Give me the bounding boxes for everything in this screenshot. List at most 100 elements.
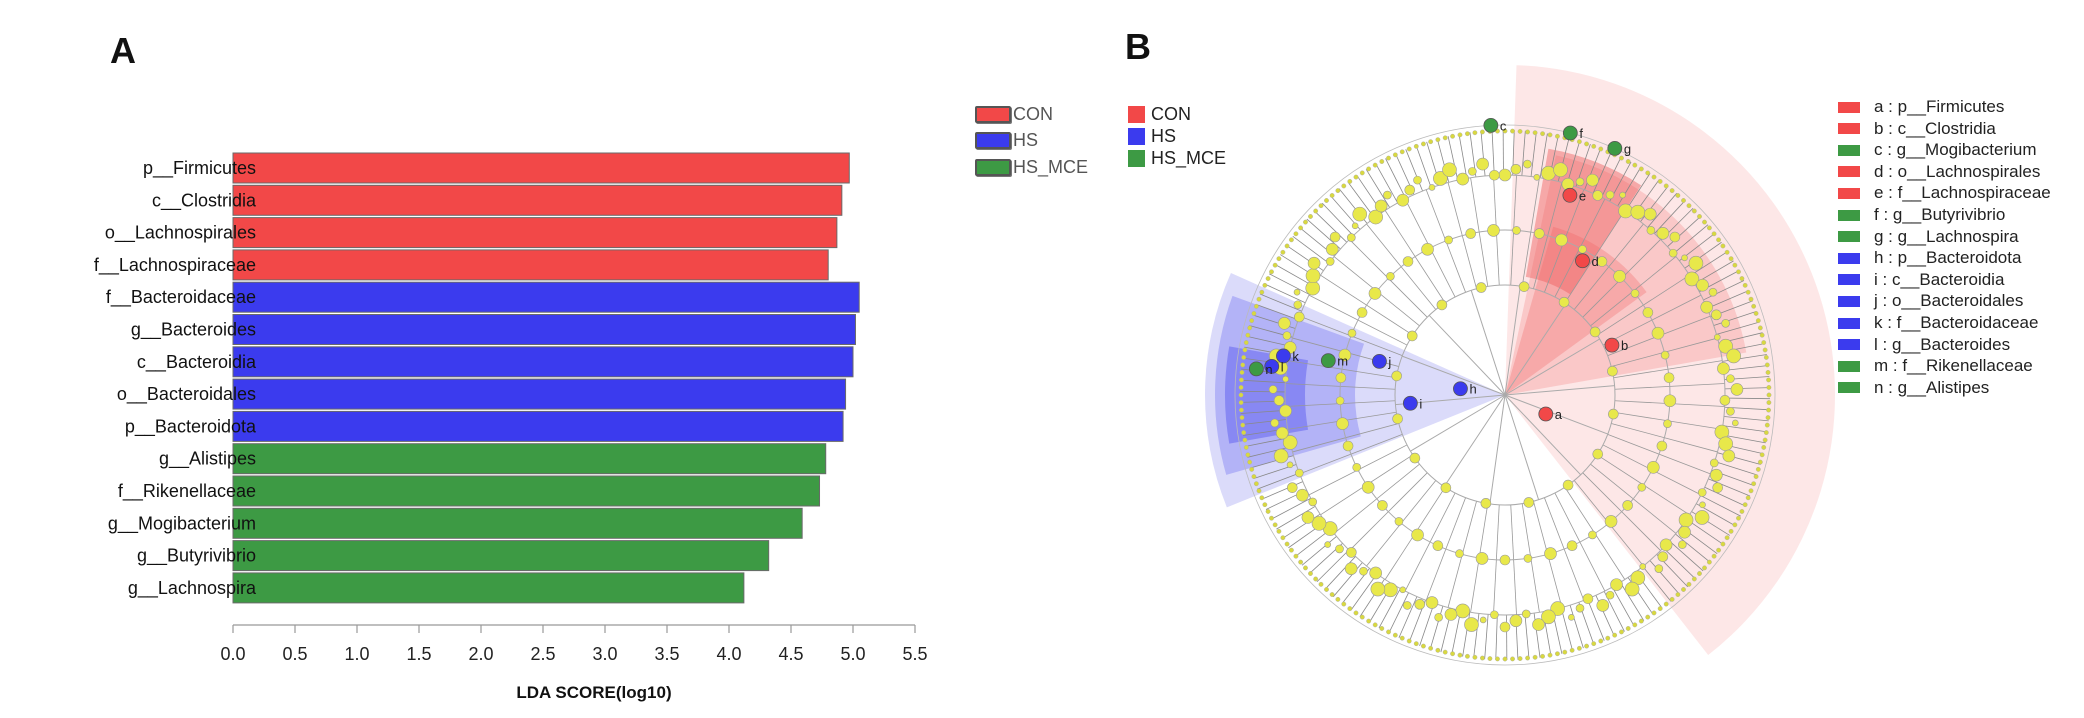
x-tick-label: 4.0: [716, 644, 741, 664]
leaf-node: [1284, 541, 1290, 547]
leaf-node: [1243, 445, 1249, 450]
branch: [1530, 131, 1537, 177]
bar-c__Bacteroidia: [232, 346, 854, 378]
leaf-node: [1457, 652, 1463, 658]
branch: [1714, 461, 1758, 476]
tree-node: [1411, 528, 1424, 542]
legend-swatch: [1128, 106, 1145, 123]
leaf-node: [1736, 269, 1741, 275]
tree-node: [1433, 171, 1448, 186]
leaf-node: [1532, 130, 1538, 136]
clade-node-f: [1562, 125, 1578, 141]
leaf-node: [1259, 495, 1265, 501]
node-legend-item-a: a : p__Firmicutes: [1838, 97, 2004, 117]
tree-node: [1428, 184, 1436, 191]
clade-node-e: [1562, 187, 1578, 203]
tree-node: [1544, 547, 1557, 560]
tree-node: [1718, 338, 1733, 354]
node-legend-item-l: l : g__Bacteroides: [1838, 335, 2010, 355]
tree-node: [1442, 162, 1457, 178]
leaf-node: [1318, 203, 1324, 209]
tree-node: [1613, 270, 1626, 283]
tree-node: [1562, 479, 1574, 491]
leaf-node: [1755, 318, 1761, 324]
branch: [1504, 394, 1540, 500]
node-legend-item-n: n : g__Alistipes: [1838, 378, 1989, 398]
leaf-node: [1442, 135, 1448, 141]
tree-node: [1455, 603, 1471, 619]
leaf-node: [1276, 528, 1282, 534]
bar-label: o__Lachnospirales: [105, 223, 256, 244]
leaf-node: [1238, 392, 1244, 398]
legend-swatch: [1838, 187, 1860, 199]
tree-node: [1329, 231, 1341, 243]
tree-node: [1710, 468, 1723, 482]
tree-node: [1278, 317, 1291, 330]
bar-label: g__Alistipes: [159, 449, 256, 470]
lda-bar-chart: p__Firmicutes c__Clostridia o__Lachnospira…: [94, 152, 928, 702]
branch: [1443, 394, 1506, 487]
branch: [1504, 394, 1582, 476]
tree-node: [1700, 300, 1713, 314]
leaf-node: [1540, 653, 1545, 659]
tree-node: [1657, 551, 1669, 563]
tree-node: [1391, 370, 1402, 382]
tree-node: [1368, 209, 1383, 225]
leaf-node: [1645, 614, 1651, 620]
bar-o__Bacteroidales: [232, 378, 847, 410]
bar-label: p__Bacteroidota: [125, 416, 257, 437]
branch: [1375, 163, 1399, 204]
tree-node: [1270, 418, 1279, 428]
branch: [1321, 202, 1354, 236]
branch: [1675, 533, 1711, 563]
leaf-node: [1569, 647, 1575, 653]
branch: [1264, 283, 1306, 304]
leaf-node: [1413, 143, 1419, 149]
tree-node: [1383, 582, 1398, 598]
clade-node-b: [1604, 337, 1620, 353]
legend-swatch: [1838, 144, 1860, 156]
legend-item-CON: CON: [975, 104, 1053, 125]
leaf-node: [1584, 141, 1589, 147]
tree-node: [1694, 510, 1710, 525]
leaf-node: [1495, 656, 1500, 662]
leaf-node: [1657, 606, 1663, 611]
branch: [1484, 614, 1489, 660]
tree-node: [1498, 168, 1512, 182]
leaf-node: [1406, 146, 1412, 152]
branch: [1405, 149, 1423, 192]
level-ring: [1234, 124, 1776, 666]
leaf-node: [1517, 656, 1523, 661]
node-legend-item-f: f : g__Butyrivibrio: [1838, 205, 2005, 225]
tree-node: [1432, 540, 1444, 552]
leaf-node: [1341, 601, 1347, 607]
tree-node: [1619, 191, 1626, 199]
branch: [1673, 224, 1709, 254]
bar-g__Mogibacterium: [232, 507, 803, 539]
tree-node: [1414, 599, 1426, 610]
branch: [1521, 130, 1526, 176]
branch: [1270, 497, 1311, 520]
leaf-node: [1308, 214, 1313, 219]
tree-node: [1465, 228, 1476, 239]
tree-node: [1369, 566, 1382, 580]
tree-node: [1630, 289, 1640, 298]
leaf-node: [1525, 655, 1530, 661]
leaf-node: [1765, 415, 1771, 420]
branch: [1625, 173, 1651, 212]
legend-label: k : f__Bacteroidaceae: [1874, 313, 2039, 332]
branch: [1276, 505, 1316, 530]
bar-label: f__Bacteroidaceae: [106, 287, 256, 308]
leaf-node: [1259, 289, 1265, 295]
branch: [1410, 394, 1506, 452]
clade-node-letter: d: [1592, 254, 1599, 269]
branch: [1617, 167, 1642, 207]
tree-node: [1402, 601, 1412, 610]
tree-node: [1711, 309, 1722, 321]
tree-node: [1325, 242, 1339, 256]
bar-f__Rikenellaceae: [232, 475, 821, 507]
clade-node-letter: c: [1500, 118, 1507, 133]
legend-swatch: [1838, 360, 1860, 372]
tree-node: [1684, 271, 1700, 287]
node-legend-item-h: h : p__Bacteroidota: [1838, 248, 2021, 268]
